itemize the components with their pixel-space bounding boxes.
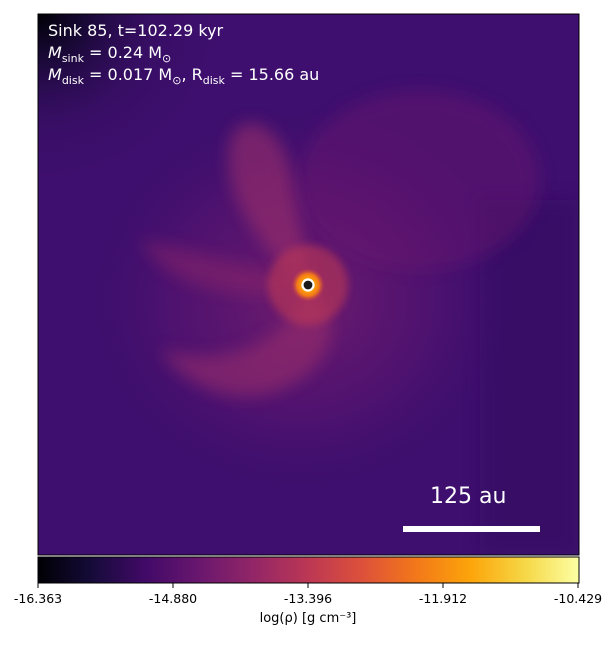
disk-mass-symbol: M xyxy=(48,65,62,84)
colorbar-tick-label: -16.363 xyxy=(13,591,63,606)
density-map xyxy=(38,14,579,555)
sink-mass-value: = 0.24 M xyxy=(83,43,163,62)
disk-mass-value: = 0.017 M xyxy=(83,65,173,84)
colorbar xyxy=(37,556,580,584)
north-arm xyxy=(228,123,308,285)
solar-mass-symbol-2: ⊙ xyxy=(172,74,182,88)
colorbar-tick-label: -14.880 xyxy=(148,591,198,606)
sink-mass-symbol: M xyxy=(48,43,62,62)
disk-properties-label: Mdisk = 0.017 M⊙, Rdisk = 15.66 au xyxy=(48,64,319,92)
sink-mass-label: Msink = 0.24 M⊙ xyxy=(48,42,171,70)
disk-mass-subscript: disk xyxy=(61,74,84,88)
upper-right-filament xyxy=(300,90,540,270)
sink-marker xyxy=(301,278,315,292)
south-arm xyxy=(160,285,331,397)
disk-radius-value: = 15.66 au xyxy=(224,65,320,84)
disk-radius-subscript: disk xyxy=(202,74,225,88)
scale-bar-label: 125 au xyxy=(430,484,507,509)
colorbar-tick-label: -11.912 xyxy=(418,591,468,606)
disk-radius-symbol: , R xyxy=(181,65,203,84)
colorbar-ticks xyxy=(37,583,579,588)
title-line: Sink 85, t=102.29 kyr xyxy=(48,21,224,40)
colorbar-tick-label: -10.429 xyxy=(553,591,603,606)
colorbar-tick-label: -13.396 xyxy=(283,591,333,606)
colorbar-label: log(ρ) [g cm⁻³] xyxy=(259,611,357,626)
sink-mass-subscript: sink xyxy=(61,52,84,66)
west-arm xyxy=(140,240,308,294)
plot-frame xyxy=(37,13,580,556)
solar-mass-symbol: ⊙ xyxy=(162,52,172,66)
scale-bar xyxy=(403,526,540,532)
